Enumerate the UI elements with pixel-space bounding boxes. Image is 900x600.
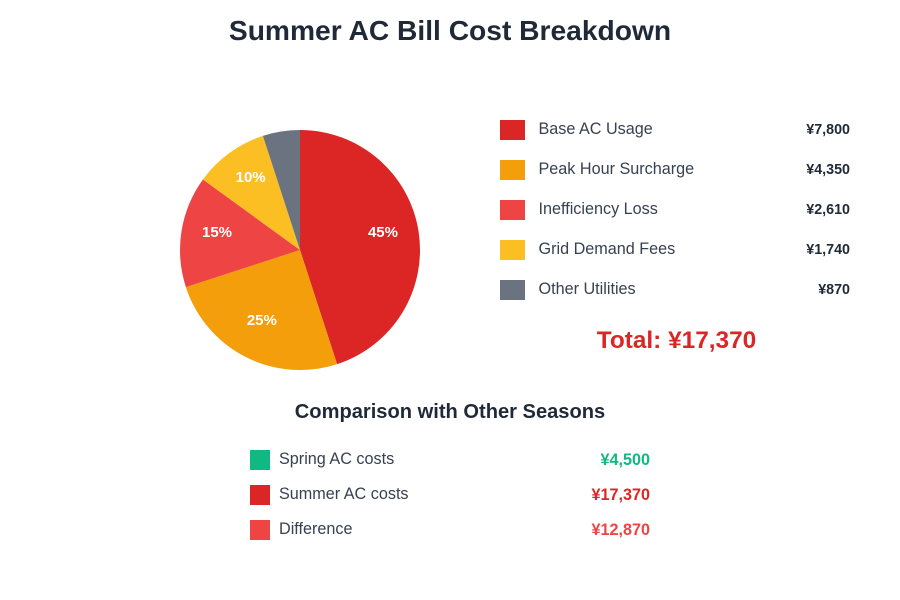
svg-text:15%: 15% [202,224,232,241]
svg-text:10%: 10% [236,169,266,186]
svg-text:25%: 25% [247,312,277,329]
svg-text:45%: 45% [368,224,398,241]
